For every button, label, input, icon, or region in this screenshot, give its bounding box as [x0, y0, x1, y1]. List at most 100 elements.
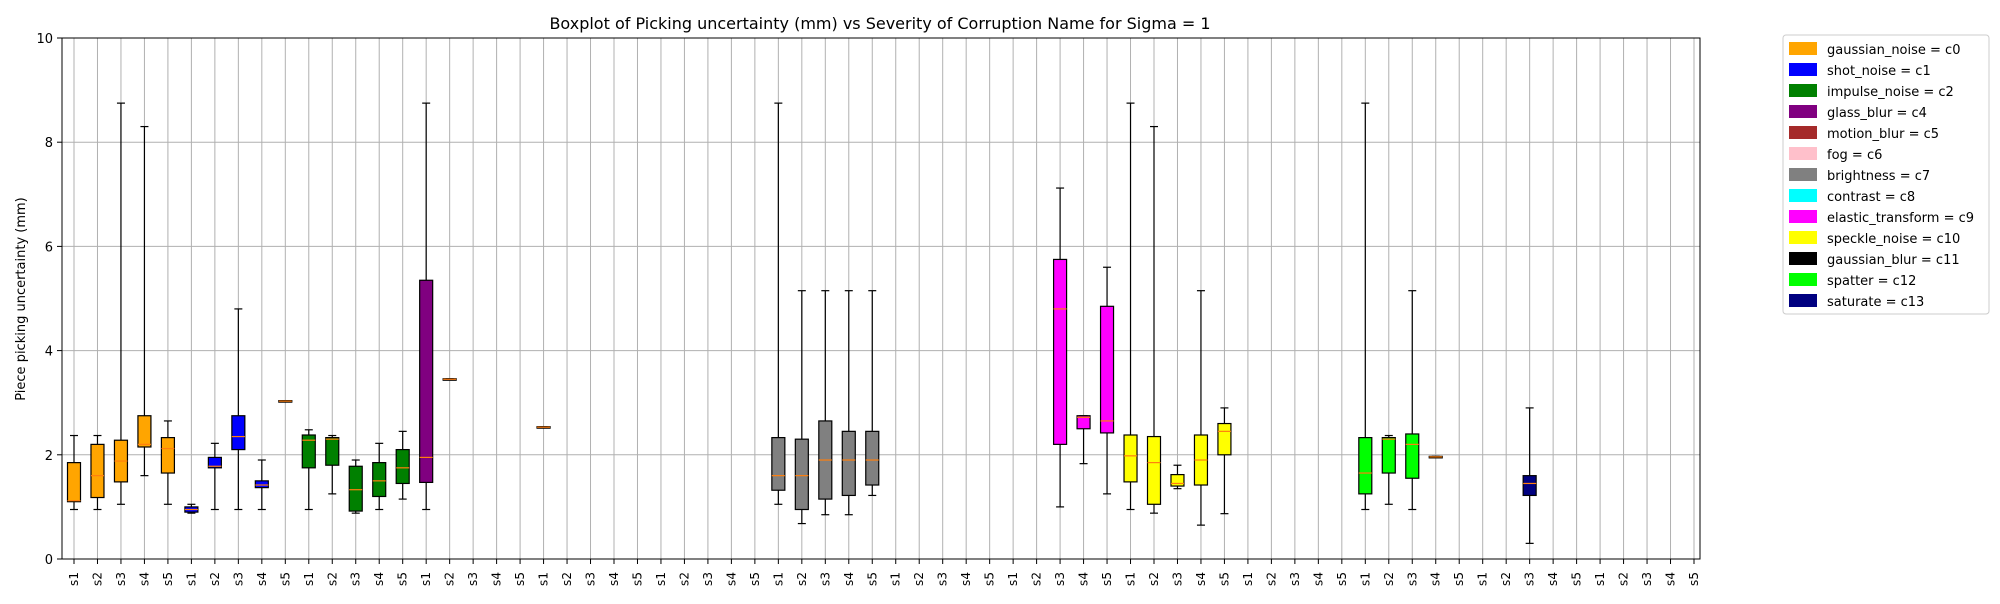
x-tick-label: s1 [1124, 572, 1138, 586]
x-tick-label: s1 [67, 572, 81, 586]
x-tick-label: s3 [818, 572, 832, 586]
box-body [66, 462, 82, 503]
y-tick-label: 4 [45, 345, 53, 360]
x-tick-label: s3 [584, 572, 598, 586]
box-plot-11-1 [1381, 434, 1396, 505]
legend-swatch [1789, 231, 1817, 244]
legend-label: brightness = c7 [1827, 169, 1930, 184]
box-body [1381, 437, 1396, 474]
x-tick-label: s4 [255, 572, 269, 586]
box-body [1217, 422, 1232, 456]
box-plot-2-5 [395, 430, 410, 500]
x-tick-label: s4 [1664, 572, 1678, 586]
legend-label: motion_blur = c5 [1827, 127, 1939, 142]
legend-label: fog = c6 [1827, 148, 1882, 163]
box-plot-8-1 [1076, 415, 1091, 465]
box-plot-0-1 [90, 434, 105, 511]
x-tick-label: s2 [912, 572, 926, 586]
plot-frame [61, 37, 1701, 560]
box-body [1123, 434, 1138, 483]
box-plot-11-3 [1428, 455, 1443, 459]
box-plot-6-1 [794, 290, 809, 525]
legend-label: contrast = c8 [1827, 190, 1915, 205]
box-body [137, 415, 152, 448]
box-body [1052, 258, 1068, 445]
x-tick-label: s2 [443, 572, 457, 586]
box-plot-8-2 [1099, 266, 1115, 495]
legend-swatch [1789, 42, 1817, 55]
x-tick-label: s5 [278, 572, 292, 586]
x-tick-label: s2 [795, 572, 809, 586]
x-tick-label: s2 [1382, 572, 1396, 586]
box-plot-1-1 [207, 442, 222, 511]
box-plot-2-1 [301, 429, 316, 511]
x-tick-label: s3 [1053, 572, 1067, 586]
box-plot-2-0 [278, 400, 293, 403]
box-plot-0-0 [66, 434, 82, 511]
y-tick-label: 8 [45, 136, 53, 151]
box-body [771, 437, 786, 491]
x-tick-label: s5 [983, 572, 997, 586]
x-tick-label: s4 [607, 572, 621, 586]
x-tick-label: s1 [1358, 572, 1372, 586]
x-tick-label: s5 [513, 572, 527, 586]
box-body [1522, 475, 1537, 497]
box-body [1146, 435, 1162, 505]
x-tick-label: s2 [90, 572, 104, 586]
x-tick-label: s3 [936, 572, 950, 586]
x-tick-label: s2 [1617, 572, 1631, 586]
x-tick-label: s4 [842, 572, 856, 586]
box-plot-9-4 [1217, 407, 1232, 515]
box-plot-11-2 [1405, 290, 1420, 511]
x-tick-label: s5 [865, 572, 879, 586]
box-body [865, 430, 880, 486]
x-tick-label: s3 [466, 572, 480, 586]
box-plot-1-2 [231, 308, 246, 511]
grid-lines [62, 37, 1700, 560]
x-tick-label: s2 [208, 572, 222, 586]
legend-label: gaussian_blur = c11 [1827, 253, 1960, 268]
x-tick-label: s4 [959, 572, 973, 586]
x-tick-label: s2 [1030, 572, 1044, 586]
y-tick-label: 6 [45, 240, 53, 255]
box-plot-0-4 [160, 420, 176, 505]
x-tick-label: s4 [490, 572, 504, 586]
x-tick-label: s3 [1170, 572, 1184, 586]
box-plot-0-3 [137, 125, 152, 477]
y-tick-label: 2 [45, 449, 53, 464]
x-tick-label: s3 [231, 572, 245, 586]
box-plot-9-1 [1146, 125, 1162, 514]
x-tick-label: s4 [1077, 572, 1091, 586]
legend-swatch [1789, 63, 1817, 76]
legend-swatch [1789, 105, 1817, 118]
x-tick-label: s1 [1593, 572, 1607, 586]
x-tick-label: s3 [1288, 572, 1302, 586]
x-tick-label: s1 [1006, 572, 1020, 586]
x-tick-label: s3 [1640, 572, 1654, 586]
x-tick-label: s5 [630, 572, 644, 586]
box-plot-9-2 [1170, 464, 1185, 490]
box-plot-3-0 [419, 102, 434, 511]
legend-swatch [1789, 189, 1817, 202]
legend-label: spatter = c12 [1827, 274, 1916, 289]
x-tick-label: s5 [1335, 572, 1349, 586]
box-plot-9-3 [1193, 290, 1209, 526]
x-tick-label: s1 [654, 572, 668, 586]
x-tick-label: s5 [748, 572, 762, 586]
x-tick-label: s3 [1523, 572, 1537, 586]
legend-swatch [1789, 210, 1817, 223]
x-tick-label: s4 [1311, 572, 1325, 586]
x-tick-label: s4 [137, 572, 151, 586]
x-tick-label: s5 [1687, 572, 1701, 586]
box-body [841, 430, 856, 497]
x-tick-label: s1 [184, 572, 198, 586]
box-plot-8-0 [1052, 187, 1068, 508]
legend-swatch [1789, 294, 1817, 307]
box-body [1170, 473, 1185, 487]
legend-label: saturate = c13 [1827, 295, 1924, 310]
x-tick-label: s5 [396, 572, 410, 586]
box-plot-6-0 [771, 102, 786, 505]
x-tick-label: s3 [114, 572, 128, 586]
box-plot-3-1 [442, 378, 457, 381]
